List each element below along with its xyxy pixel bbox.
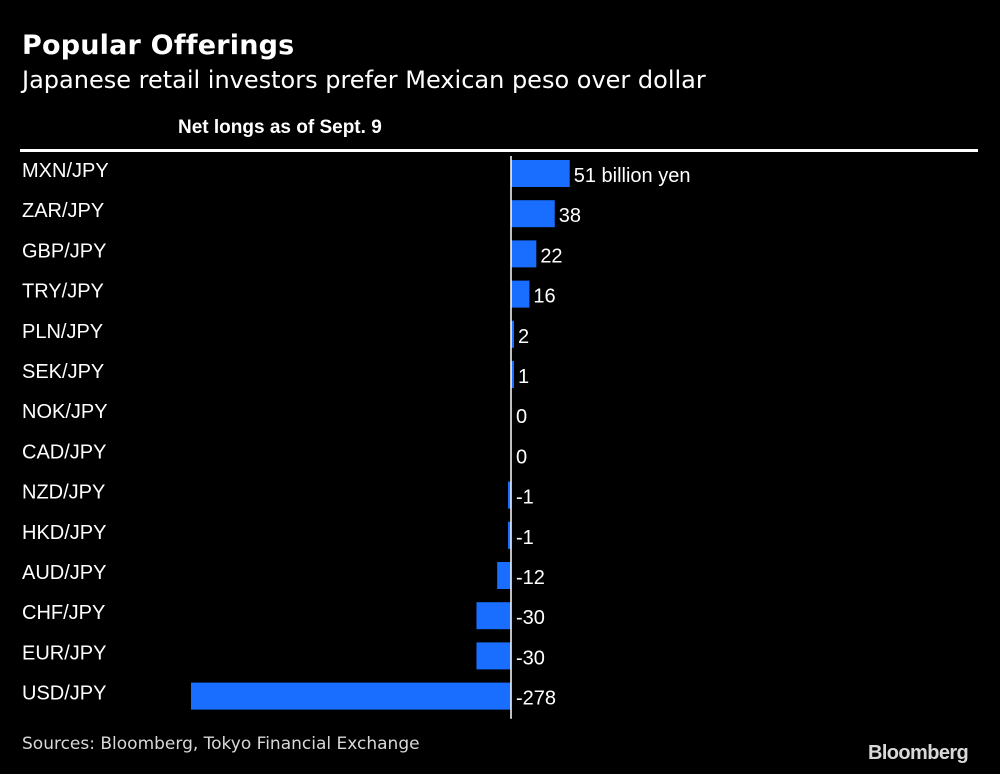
value-label: -1 (516, 487, 534, 509)
column-header: Net longs as of Sept. 9 (178, 117, 382, 138)
chart-title: Popular Offerings (22, 30, 295, 61)
bar (191, 682, 511, 710)
bar-chart: MXN/JPY 51 billion yen ZAR/JPY 38 GBP/JPY 22 T… (22, 156, 691, 719)
value-label: 51 billion yen (574, 165, 691, 187)
value-label: 16 (533, 286, 555, 308)
value-label: -30 (516, 647, 545, 669)
bar (511, 200, 555, 228)
value-label: -12 (516, 567, 545, 589)
category-label: EUR/JPY (22, 642, 106, 664)
value-label: 0 (516, 406, 527, 428)
bar (508, 481, 511, 509)
category-label: NOK/JPY (22, 401, 108, 423)
value-label: -1 (516, 527, 534, 549)
category-label: ZAR/JPY (22, 200, 104, 222)
category-label: HKD/JPY (22, 522, 106, 544)
value-label: -278 (516, 688, 556, 710)
header-rule (20, 149, 978, 152)
value-label: 1 (518, 366, 529, 388)
bar (511, 320, 514, 348)
source-note: Sources: Bloomberg, Tokyo Financial Exch… (22, 734, 420, 754)
category-label: CHF/JPY (22, 602, 105, 624)
value-label: 2 (518, 326, 529, 348)
value-label: -30 (516, 607, 545, 629)
category-label: TRY/JPY (22, 281, 104, 303)
category-label: SEK/JPY (22, 361, 104, 383)
category-label: MXN/JPY (22, 160, 109, 182)
bar (511, 280, 530, 308)
value-label: 38 (559, 205, 581, 227)
value-label: 0 (516, 446, 527, 468)
bar (476, 642, 511, 670)
category-label: NZD/JPY (22, 482, 105, 504)
bloomberg-logo: Bloomberg (868, 742, 969, 764)
bar (497, 562, 511, 589)
category-label: CAD/JPY (22, 441, 106, 463)
category-label: AUD/JPY (22, 562, 106, 584)
category-label: PLN/JPY (22, 321, 103, 343)
bar (511, 160, 570, 187)
category-label: USD/JPY (22, 683, 106, 705)
category-label: GBP/JPY (22, 240, 106, 262)
bar (511, 361, 514, 388)
bar (511, 240, 537, 268)
bar (476, 602, 511, 630)
chart-subtitle: Japanese retail investors prefer Mexican… (22, 66, 706, 94)
value-label: 22 (540, 245, 562, 267)
bar (508, 521, 511, 549)
